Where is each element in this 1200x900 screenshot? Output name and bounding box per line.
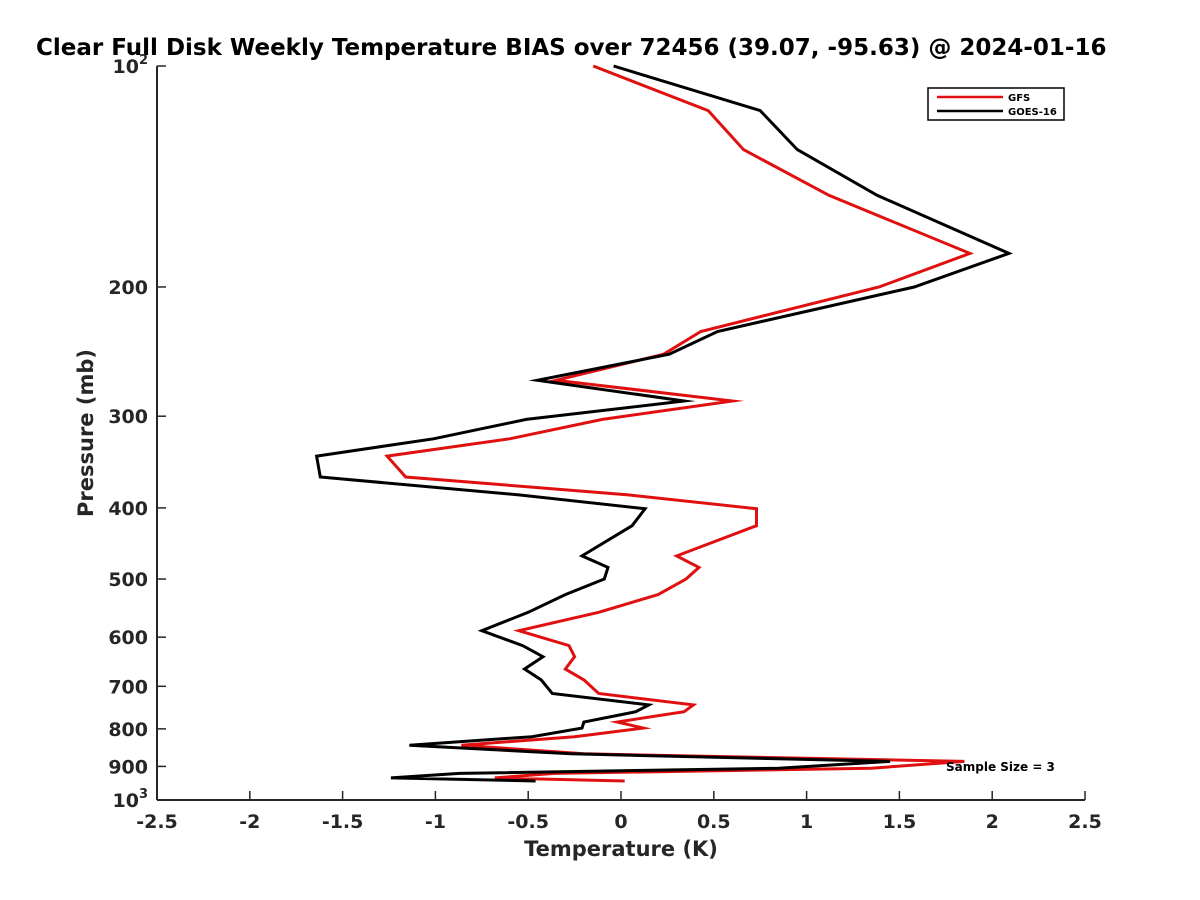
y-tick-exponent: 3 — [139, 787, 148, 802]
x-tick-label: -2 — [239, 811, 260, 833]
series-line-gfs — [384, 64, 975, 783]
legend: GFS GOES-16 — [927, 87, 1065, 121]
y-tick-base: 10 — [113, 790, 139, 812]
axes — [156, 66, 1085, 801]
x-tick-label: 1 — [800, 811, 813, 833]
chart-title: Clear Full Disk Weekly Temperature BIAS … — [36, 35, 1106, 61]
x-tick-label: 2 — [986, 811, 999, 833]
series-lines — [314, 64, 1013, 783]
legend-label: GOES-16 — [1008, 107, 1057, 118]
y-tick-label: 103 — [113, 787, 149, 812]
x-tick-label: -0.5 — [507, 811, 549, 833]
sample-size-annotation: Sample Size = 3 — [946, 760, 1055, 774]
y-tick-label: 200 — [108, 277, 148, 299]
y-tick-base: 10 — [113, 56, 139, 78]
y-tick-label: 900 — [108, 756, 148, 778]
y-tick-exponent: 2 — [139, 53, 148, 68]
x-tick-label: 1.5 — [883, 811, 917, 833]
x-tick-label: -1 — [425, 811, 446, 833]
series-line-goes-16 — [314, 64, 1013, 783]
y-tick-label: 800 — [108, 719, 148, 741]
y-tick-label: 300 — [108, 406, 148, 428]
x-tick-label: -2.5 — [136, 811, 178, 833]
x-tick-label: 0.5 — [697, 811, 731, 833]
legend-box — [927, 87, 1065, 121]
y-axis-label: Pressure (mb) — [74, 349, 98, 517]
y-tick-label: 600 — [108, 627, 148, 649]
y-tick-label: 700 — [108, 676, 148, 698]
legend-label: GFS — [1008, 93, 1030, 104]
x-axis-label: Temperature (K) — [524, 837, 718, 861]
x-axis-ticks: -2.5 -2 -1.5 -1 -0.5 0 0.5 1 1.5 2 2.5 — [136, 791, 1102, 833]
y-tick-label: 400 — [108, 498, 148, 520]
y-tick-label: 102 — [113, 53, 149, 78]
x-tick-label: 2.5 — [1068, 811, 1102, 833]
x-tick-label: 0 — [614, 811, 627, 833]
y-tick-label: 500 — [108, 569, 148, 591]
x-tick-label: -1.5 — [322, 811, 364, 833]
